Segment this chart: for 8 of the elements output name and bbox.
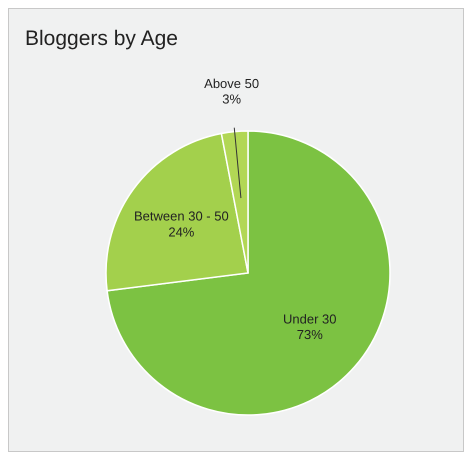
slice-label: Between 30 - 50 xyxy=(134,208,229,224)
data-label: 73% xyxy=(296,327,324,342)
slice-label: Under 30 xyxy=(283,312,337,327)
slice-label: Above 50 xyxy=(204,76,260,91)
data-label: 3% xyxy=(222,91,242,106)
chart-title: Bloggers by Age xyxy=(25,27,178,51)
data-label: 24% xyxy=(168,224,195,240)
pie-slice xyxy=(106,130,391,416)
